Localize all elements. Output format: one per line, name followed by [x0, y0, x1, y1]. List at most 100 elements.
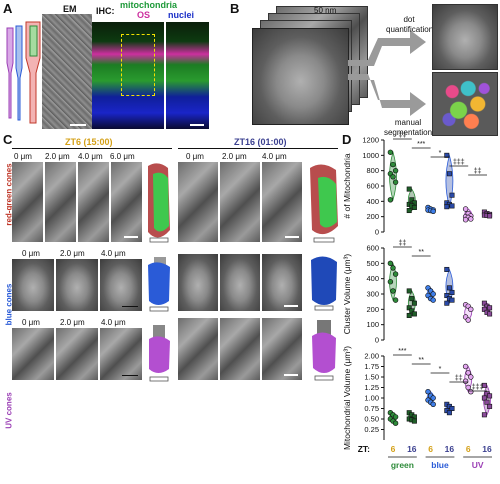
rg-zt6-scalebar	[124, 236, 138, 238]
data-point	[487, 393, 493, 399]
data-point	[411, 300, 417, 306]
uv-zt6-scalebar	[122, 375, 138, 376]
y-tick-label: 0.50	[364, 415, 379, 424]
data-point	[387, 260, 394, 267]
data-point	[465, 370, 471, 376]
data-point	[387, 279, 394, 285]
uv-zt16-reconstruction	[312, 320, 336, 381]
y-tick-label: 400	[366, 197, 379, 206]
data-point	[449, 203, 455, 209]
green-cone-inner	[29, 25, 38, 57]
y-tick-label: 400	[366, 274, 379, 283]
data-point	[462, 217, 469, 223]
data-point	[449, 192, 455, 198]
significance-label: *	[439, 366, 442, 373]
workflow-arrows	[348, 30, 426, 116]
uv-zt6-slice-0	[12, 328, 54, 380]
y-axis-label: Cluster Volume (μm³)	[342, 254, 352, 335]
y-axis-label: Mitochondrial Volume (μm³)	[342, 346, 352, 450]
panel-b-label: B	[230, 1, 240, 16]
data-point	[411, 311, 417, 317]
nuclei-label: nuclei	[168, 10, 195, 20]
data-point	[430, 401, 436, 407]
rg-zt6-reconstruction	[148, 163, 170, 243]
segmentation-image	[432, 72, 498, 136]
ihc-scalebar	[190, 124, 204, 126]
data-point	[390, 265, 396, 271]
uv-cones-label: UV cones	[4, 392, 14, 429]
data-point	[425, 389, 431, 395]
y-tick-label: 0	[375, 228, 379, 237]
rg-zt6-slice-3	[111, 162, 142, 242]
data-point	[444, 300, 450, 306]
significance-label: ‡‡‡	[472, 384, 484, 391]
data-point	[449, 405, 455, 411]
group-label-blue: blue	[431, 460, 449, 470]
y-tick-label: 800	[366, 166, 379, 175]
blue-zt6-depth-0: 0 μm	[22, 249, 40, 258]
blue-cone-shape	[15, 25, 23, 121]
significance-label: **	[418, 357, 424, 364]
os-label: OS	[137, 10, 151, 20]
em-label: EM	[63, 4, 77, 14]
blue-zt16-slice-0	[178, 254, 218, 311]
significance-label: ‡‡	[455, 375, 463, 382]
uv-zt16-slice-0	[178, 318, 218, 380]
data-point	[406, 312, 412, 318]
data-point	[449, 297, 455, 303]
data-point	[392, 297, 399, 303]
data-point	[468, 306, 474, 313]
zt16-header-line	[178, 148, 338, 149]
ihc-image	[92, 22, 164, 129]
data-point	[430, 395, 436, 401]
data-point	[411, 204, 417, 210]
y-tick-label: 1200	[362, 136, 379, 145]
data-point	[462, 206, 469, 212]
significance-label: ***	[398, 348, 406, 355]
uv-zt6-slice-2	[100, 328, 142, 380]
zt6-header-line	[12, 148, 172, 149]
y-tick-label: 500	[366, 259, 379, 268]
data-point	[444, 204, 450, 210]
data-point	[390, 161, 396, 168]
data-point	[481, 382, 487, 388]
data-point	[430, 208, 436, 215]
zt-tick-label: 16	[482, 444, 492, 454]
y-tick-label: 1.00	[364, 394, 379, 403]
data-point	[481, 412, 487, 418]
zt-tick-label: 6	[391, 444, 396, 454]
rg-zt16-depth-2: 4.0 μm	[262, 152, 287, 161]
data-point	[409, 296, 415, 302]
data-point	[411, 418, 417, 424]
significance-label: ‡‡‡	[453, 159, 465, 166]
uv-zt6-depth-0: 0 μm	[22, 318, 40, 327]
data-point	[481, 306, 487, 312]
data-point	[487, 403, 493, 409]
data-point	[446, 171, 452, 177]
panel-a-label: A	[3, 1, 13, 16]
blue-zt6-depth-2: 4.0 μm	[101, 249, 126, 258]
uv-zt16-scalebar	[284, 374, 298, 376]
y-tick-label: 1.75	[364, 362, 379, 371]
panel-d-label: D	[342, 132, 352, 147]
ihc-inset-box	[121, 34, 155, 96]
y-tick-label: 600	[366, 182, 379, 191]
data-point	[465, 317, 471, 323]
ihc-label: IHC:	[96, 6, 115, 16]
zt-tick-label: 6	[428, 444, 433, 454]
rg-zt16-scalebar	[285, 236, 299, 238]
em-scalebar	[70, 124, 86, 126]
data-point	[390, 174, 396, 180]
data-point	[406, 305, 412, 311]
data-point	[409, 308, 415, 314]
rg-zt6-slice-2	[78, 162, 109, 242]
data-point	[392, 167, 399, 174]
uv-cone-shape	[6, 27, 14, 119]
blue-zt6-slice-1	[56, 259, 98, 311]
data-point	[446, 410, 452, 416]
data-point	[444, 266, 450, 272]
blue-zt6-slice-2	[100, 259, 142, 311]
data-point	[392, 414, 399, 420]
data-point	[487, 311, 493, 317]
em-stack-front	[252, 28, 349, 125]
